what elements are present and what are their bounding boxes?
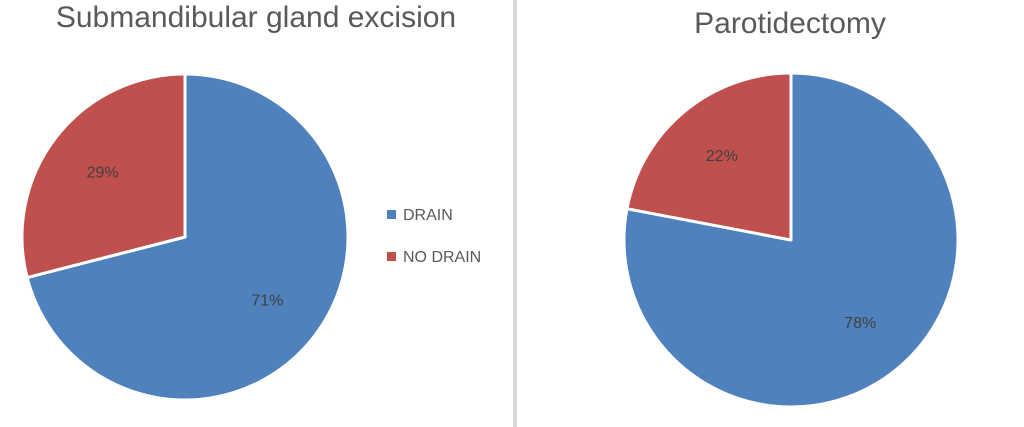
chart-title-submandibular: Submandibular gland excision <box>56 1 456 34</box>
legend-swatch-no-drain <box>387 252 396 261</box>
pie-slices-parotidectomy <box>622 71 960 409</box>
legend-item-drain: DRAIN <box>387 207 453 224</box>
slice-label-drain: 71% <box>251 292 283 309</box>
pie-labels-submandibular: 71% 29% <box>87 165 284 310</box>
legend-label-no-drain: NO DRAIN <box>403 249 481 266</box>
pie-labels-parotidectomy: 78% 22% <box>706 148 876 332</box>
legend-item-no-drain: NO DRAIN <box>387 249 481 266</box>
pie-chart-submandibular: Submandibular gland excision 71% 29% <box>20 1 456 402</box>
slice-label-drain: 78% <box>844 315 876 332</box>
pie-slices-submandibular <box>20 72 350 402</box>
slice-label-no-drain: 29% <box>87 165 119 182</box>
pie-slice-drain <box>622 71 960 409</box>
panel-divider <box>513 0 517 427</box>
slice-label-no-drain: 22% <box>706 148 738 165</box>
legend-swatch-drain <box>387 210 396 219</box>
pie-slice-drain <box>25 72 350 402</box>
chart-title-parotidectomy: Parotidectomy <box>694 7 886 40</box>
legend-label-drain: DRAIN <box>403 207 453 224</box>
pie-slice-no-drain <box>625 71 793 242</box>
legend: DRAIN NO DRAIN <box>387 207 481 266</box>
pie-chart-parotidectomy: Parotidectomy 78% 22% <box>622 7 960 409</box>
pie-slice-no-drain <box>20 72 187 280</box>
